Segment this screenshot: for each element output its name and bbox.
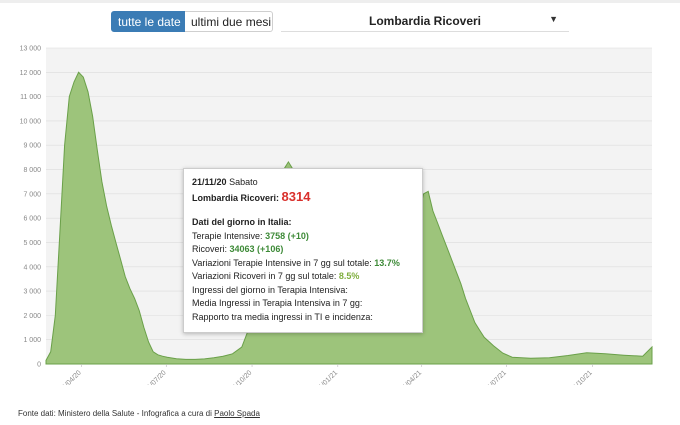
y-tick-label: 10 000 <box>20 118 42 125</box>
footer-source-text: Fonte dati: Ministero della Salute - Inf… <box>18 409 215 418</box>
tooltip-ti-line: Terapie Intensive: 3758 (+10) <box>192 230 414 244</box>
y-tick-label: 5 000 <box>23 240 41 247</box>
tooltip-var-ric-value: 8.5% <box>338 271 360 281</box>
y-axis-labels: 0 1 000 2 000 3 000 4 000 5 000 6 000 7 000 8 00… <box>20 46 42 369</box>
y-tick-label: 3 000 <box>23 289 41 296</box>
tooltip-section-title: Dati del giorno in Italia: <box>192 217 292 227</box>
tooltip-var-ti-label: Variazioni Terapie Intensive in 7 gg sul… <box>192 257 372 268</box>
x-tick-label: 01/04/21 <box>399 369 423 385</box>
y-tick-label: 7 000 <box>23 191 41 198</box>
tooltip-ric-line: Ricoveri: 34063 (+106) <box>192 243 414 257</box>
y-tick-label: 6 000 <box>23 216 41 223</box>
x-tick-label: 01/04/20 <box>59 369 83 385</box>
x-tick-label: 01/10/20 <box>229 369 253 385</box>
tooltip-date-line: 21/11/20 Sabato <box>192 176 414 190</box>
date-range-toggle: tutte le date ultimi due mesi <box>111 11 273 32</box>
tooltip-metric-value: 8314 <box>281 188 311 204</box>
tooltip-var-ti-line: Variazioni Terapie Intensive in 7 gg sul… <box>192 257 414 271</box>
y-tick-label: 1 000 <box>23 337 41 344</box>
tooltip-ti-value: 3758 (+10) <box>265 230 309 241</box>
y-tick-label: 9 000 <box>23 143 41 150</box>
region-select[interactable]: Lombardia Ricoveri ▼ <box>281 10 569 32</box>
tooltip-date: 21/11/20 <box>192 177 227 187</box>
tooltip-var-ti-value: 13.7% <box>374 257 400 268</box>
x-axis-labels: 01/04/20 01/07/20 01/10/20 01/01/21 01/04/21… <box>59 364 594 385</box>
x-tick-label: 01/10/21 <box>570 369 594 385</box>
tooltip-media-line: Media Ingressi in Terapia Intensiva in 7… <box>192 298 363 308</box>
y-tick-label: 8 000 <box>23 167 41 174</box>
tooltip-var-ric-line: Variazioni Ricoveri in 7 gg sul totale: … <box>192 270 414 284</box>
chevron-down-icon: ▼ <box>549 14 558 24</box>
x-tick-label: 01/07/20 <box>143 369 167 385</box>
tooltip-ric-value: 34063 (+106) <box>229 244 284 254</box>
tooltip-ti-label: Terapie Intensive: <box>192 230 263 241</box>
y-tick-label: 12 000 <box>20 70 42 77</box>
data-tooltip: 21/11/20 Sabato Lombardia Ricoveri: 8314… <box>183 168 423 333</box>
y-tick-label: 0 <box>37 362 41 369</box>
tooltip-ric-label: Ricoveri: <box>192 244 228 254</box>
tooltip-var-ric-label: Variazioni Ricoveri in 7 gg sul totale: <box>192 271 337 281</box>
tooltip-rapporto-line: Rapporto tra media ingressi in TI e inci… <box>192 311 373 322</box>
tooltip-metric-label: Lombardia Ricoveri: <box>192 192 280 203</box>
x-tick-label: 01/01/21 <box>315 369 339 385</box>
last-two-months-button[interactable]: ultimi due mesi <box>185 11 273 32</box>
tooltip-metric-line: Lombardia Ricoveri: 8314 <box>192 188 414 206</box>
y-tick-label: 11 000 <box>20 94 41 101</box>
footer-source: Fonte dati: Ministero della Salute - Inf… <box>18 409 260 418</box>
top-border <box>0 0 680 3</box>
tooltip-weekday: Sabato <box>229 177 258 187</box>
all-dates-button[interactable]: tutte le date <box>111 11 185 32</box>
y-tick-label: 2 000 <box>23 313 41 320</box>
region-select-value: Lombardia Ricoveri <box>368 14 482 28</box>
author-link[interactable]: Paolo Spada <box>214 409 260 418</box>
x-tick-label: 01/07/21 <box>484 369 508 385</box>
y-tick-label: 13 000 <box>20 46 42 53</box>
tooltip-ingressi-line: Ingressi del giorno in Terapia Intensiva… <box>192 284 348 295</box>
y-tick-label: 4 000 <box>23 264 41 271</box>
